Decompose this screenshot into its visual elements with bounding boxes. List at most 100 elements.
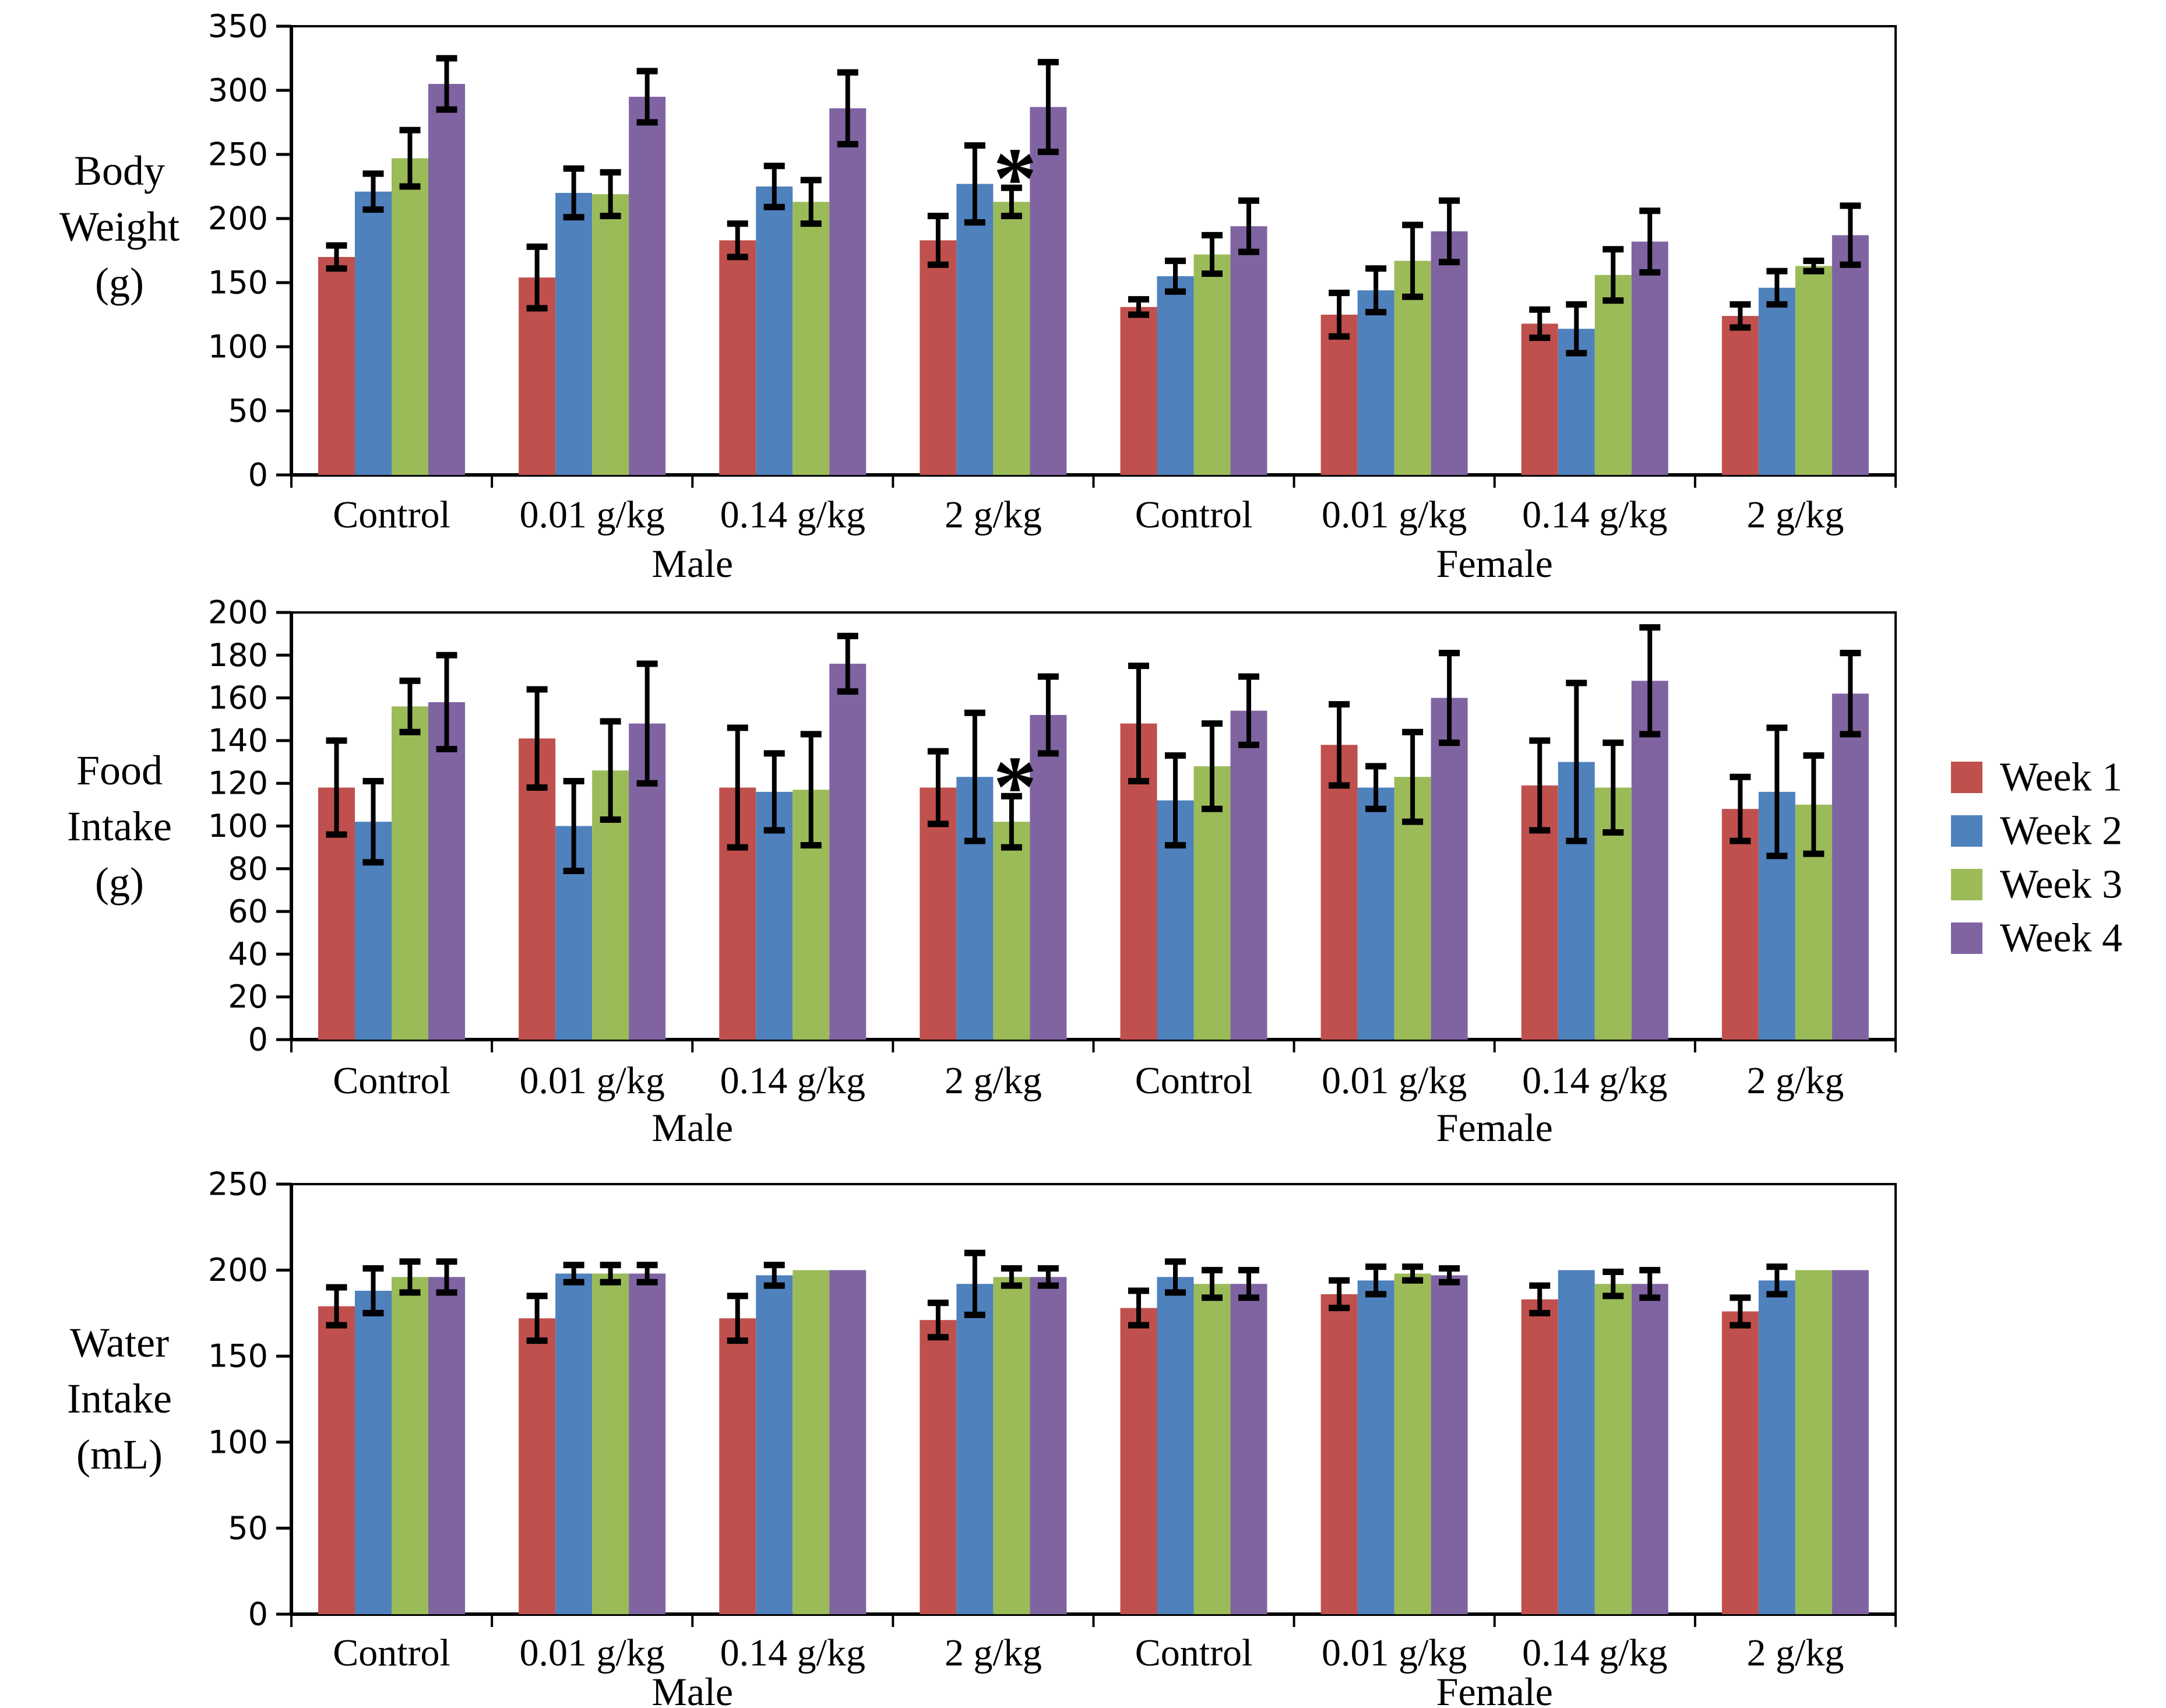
water-intake-bar-week1-g7 (1721, 1311, 1759, 1614)
body-weight-bar-week3-g0 (392, 158, 428, 476)
food-intake-bar-week4-g3 (1030, 714, 1067, 1040)
y-tick-label: 100 (208, 329, 268, 365)
category-label: 0.14 g/kg (1522, 494, 1667, 536)
body-weight-bar-week4-g3 (1030, 107, 1067, 476)
section-label-male: Male (651, 1670, 733, 1708)
body-weight-bar-week1-g5 (1320, 315, 1358, 475)
water-intake-bar-week4-g2 (829, 1270, 867, 1614)
category-label: 0.14 g/kg (720, 494, 865, 536)
body-weight-bar-week2-g0 (355, 191, 392, 475)
y-tick-label: 150 (208, 1338, 268, 1375)
food-intake-bar-week4-g0 (428, 702, 465, 1040)
legend-swatch-week4 (1951, 922, 1982, 954)
category-label: 0.14 g/kg (1522, 1632, 1667, 1674)
body-weight-bar-week2-g3 (956, 184, 994, 475)
category-label: 2 g/kg (945, 1632, 1042, 1674)
food-intake-bar-week3-g3 (993, 822, 1030, 1040)
water-intake-bar-week2-g5 (1357, 1280, 1394, 1614)
body-weight-bar-week2-g1 (555, 193, 593, 475)
food-intake-bar-week4-g2 (829, 663, 867, 1040)
body-weight-bar-week3-g7 (1795, 266, 1832, 475)
section-label-female: Female (1436, 541, 1553, 586)
category-label: 2 g/kg (945, 494, 1042, 536)
y-tick-label: 300 (208, 72, 268, 109)
category-label: 0.01 g/kg (1322, 1632, 1467, 1674)
water-intake-bar-week4-g0 (428, 1277, 465, 1614)
y-axis-title-line: (g) (95, 859, 144, 906)
body-weight-bar-week2-g2 (756, 186, 793, 475)
body-weight-bar-week1-g6 (1521, 323, 1558, 475)
food-intake-bar-week3-g0 (392, 706, 428, 1040)
body-weight-bar-week1-g0 (318, 257, 355, 475)
y-tick-label: 180 (208, 637, 268, 674)
y-axis-title-line: Weight (59, 203, 179, 250)
legend: Week 1 Week 2 Week 3 Week 4 (1951, 755, 2122, 961)
section-label-female: Female (1436, 1670, 1553, 1708)
body-weight-bar-week2-g4 (1157, 276, 1194, 475)
chart-food-intake: 0 20 40 60 80 100 120 140 160 180 200 * Control 0.01 … (67, 594, 1897, 1150)
body-weight-bar-week4-g6 (1631, 241, 1668, 475)
category-label: 0.01 g/kg (1322, 1059, 1467, 1102)
legend-label: Week 4 (2000, 916, 2122, 961)
category-label: 0.01 g/kg (1322, 494, 1467, 536)
water-intake-bar-week3-g2 (793, 1270, 830, 1614)
food-intake-bar-week1-g7 (1721, 809, 1759, 1040)
water-intake-bar-week1-g2 (719, 1318, 756, 1614)
food-intake-bar-week4-g6 (1631, 681, 1668, 1040)
body-weight-bar-week4-g4 (1230, 226, 1267, 475)
category-label: 2 g/kg (945, 1059, 1042, 1102)
water-intake-bar-week2-g6 (1558, 1270, 1595, 1614)
section-label-female: Female (1436, 1105, 1553, 1150)
category-label: Control (1135, 494, 1253, 536)
body-weight-bar-week3-g2 (793, 202, 830, 475)
category-label: 2 g/kg (1747, 1059, 1844, 1102)
y-tick-label: 200 (208, 594, 268, 631)
body-weight-bar-week4-g1 (629, 97, 666, 475)
y-tick-label: 350 (208, 8, 268, 45)
category-label: 0.14 g/kg (1522, 1059, 1667, 1102)
legend-label: Week 3 (2000, 862, 2122, 907)
y-axis-title-line: Food (76, 747, 163, 794)
water-intake-bar-week4-g6 (1631, 1284, 1668, 1614)
water-intake-bar-week3-g4 (1193, 1284, 1231, 1614)
y-tick-label: 200 (208, 200, 268, 237)
chart-water-intake: 0 50 100 150 200 250 Control 0.01 g/kg 0.14 g/kg… (67, 1166, 1897, 1708)
y-tick-label: 20 (228, 978, 268, 1015)
y-tick-label: 150 (208, 265, 268, 301)
legend-swatch-week3 (1951, 869, 1982, 900)
category-label: Control (333, 1059, 450, 1102)
category-label: Control (1135, 1632, 1253, 1674)
y-tick-label: 60 (228, 893, 268, 930)
water-intake-bar-week3-g5 (1394, 1273, 1431, 1614)
y-tick-label: 0 (248, 457, 268, 494)
y-tick-label: 100 (208, 808, 268, 844)
category-label: 2 g/kg (1747, 494, 1844, 536)
body-weight-bar-week3-g1 (592, 194, 629, 475)
body-weight-bar-week3-g6 (1594, 274, 1632, 475)
legend-swatch-week2 (1951, 815, 1982, 847)
significance-asterisk: * (993, 130, 1037, 227)
water-intake-bar-week2-g2 (756, 1275, 793, 1614)
body-weight-bar-week1-g4 (1120, 307, 1157, 475)
body-weight-bar-week4-g5 (1431, 231, 1468, 475)
category-label: 0.01 g/kg (520, 1632, 665, 1674)
chart-body-weight: 0 50 100 150 200 250 300 350 * Control 0.01 g/kg 0.… (59, 8, 1897, 586)
water-intake-bar-week3-g7 (1795, 1270, 1832, 1614)
category-label: Control (333, 1632, 450, 1674)
y-axis-title-line: Water (70, 1319, 169, 1366)
food-intake-bar-week1-g3 (920, 787, 957, 1040)
category-label: 0.14 g/kg (720, 1632, 865, 1674)
water-intake-bar-week4-g5 (1431, 1275, 1468, 1614)
y-tick-label: 0 (248, 1022, 268, 1058)
y-axis-title-line: (mL) (76, 1431, 163, 1478)
water-intake-bar-week3-g6 (1594, 1284, 1632, 1614)
food-intake-bar-week4-g5 (1431, 698, 1468, 1040)
category-label: Control (333, 494, 450, 536)
category-label: 0.01 g/kg (520, 1059, 665, 1102)
water-intake-bar-week4-g1 (629, 1273, 666, 1614)
body-weight-bar-week3-g3 (993, 202, 1030, 475)
water-intake-bar-week2-g3 (956, 1284, 994, 1614)
body-weight-bar-week2-g7 (1758, 287, 1795, 475)
